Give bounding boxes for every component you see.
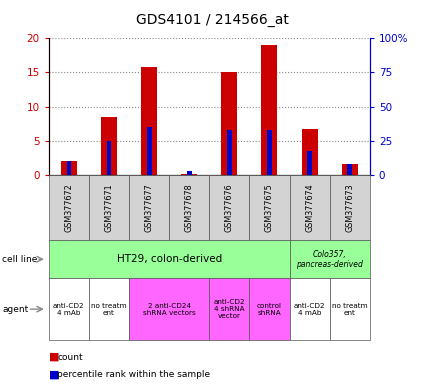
Text: ■: ■ (49, 352, 60, 362)
Bar (302, 129, 317, 175)
Text: GSM377673: GSM377673 (345, 183, 354, 232)
Text: GSM377674: GSM377674 (305, 183, 314, 232)
Text: GSM377677: GSM377677 (144, 183, 154, 232)
Bar (261, 45, 278, 175)
Bar (307, 151, 312, 175)
Bar (347, 164, 352, 175)
Text: GSM377675: GSM377675 (265, 183, 274, 232)
Bar (141, 67, 157, 175)
Bar (147, 127, 152, 175)
Bar (227, 131, 232, 175)
Text: no treatm
ent: no treatm ent (332, 303, 368, 316)
Text: percentile rank within the sample: percentile rank within the sample (57, 370, 210, 379)
Text: no treatm
ent: no treatm ent (91, 303, 127, 316)
Text: HT29, colon-derived: HT29, colon-derived (116, 254, 222, 264)
Bar (107, 141, 111, 175)
Bar (61, 161, 77, 175)
Text: anti-CD2
4 mAb: anti-CD2 4 mAb (53, 303, 85, 316)
Text: cell line: cell line (2, 255, 37, 264)
Bar (267, 131, 272, 175)
Text: agent: agent (2, 305, 28, 314)
Text: GSM377671: GSM377671 (105, 183, 113, 232)
Bar (342, 164, 358, 175)
Text: 2 anti-CD24
shRNA vectors: 2 anti-CD24 shRNA vectors (143, 303, 196, 316)
Bar (221, 73, 238, 175)
Text: GDS4101 / 214566_at: GDS4101 / 214566_at (136, 13, 289, 27)
Text: GSM377678: GSM377678 (185, 183, 194, 232)
Text: GSM377672: GSM377672 (65, 183, 74, 232)
Text: control
shRNA: control shRNA (257, 303, 282, 316)
Bar (187, 171, 192, 175)
Text: anti-CD2
4 mAb: anti-CD2 4 mAb (294, 303, 326, 316)
Bar (67, 161, 71, 175)
Text: ■: ■ (49, 369, 60, 379)
Text: count: count (57, 353, 83, 362)
Bar (101, 117, 117, 175)
Text: anti-CD2
4 shRNA
vector: anti-CD2 4 shRNA vector (213, 299, 245, 319)
Text: GSM377676: GSM377676 (225, 183, 234, 232)
Text: Colo357,
pancreas-derived: Colo357, pancreas-derived (296, 250, 363, 269)
